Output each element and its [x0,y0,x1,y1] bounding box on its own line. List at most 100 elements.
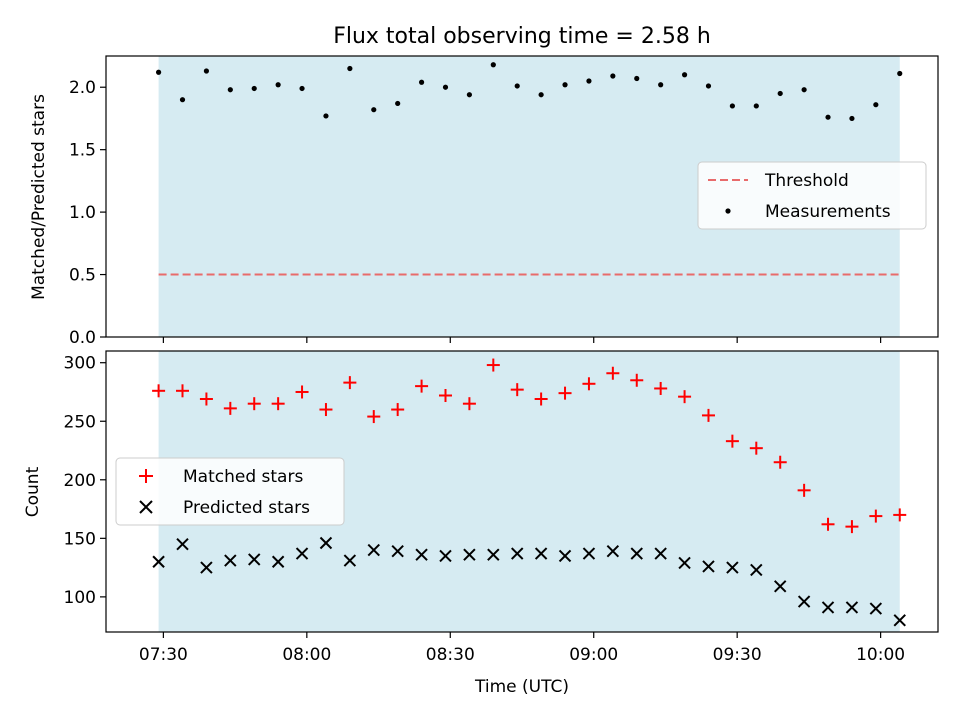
matched-stars-point [486,358,500,372]
xtick-label: 08:30 [426,645,475,665]
measurement-point [466,92,473,98]
matched-stars-point [271,397,285,411]
matched-stars-point [438,388,452,402]
predicted-stars-point [773,580,787,593]
matched-stars-point [606,366,620,380]
bottom-ytick-label: 150 [64,529,96,549]
matched-stars-point [821,517,835,531]
predicted-stars-point [630,547,643,560]
matched-stars-point [582,377,596,391]
matched-stars-point [893,508,907,522]
predicted-stars-point [295,547,309,560]
predicted-stars-point [678,556,691,570]
matched-stars-point [654,381,668,395]
predicted-stars-point [439,549,452,563]
bottom-axes-frame [105,350,939,633]
measurement-point [179,97,186,103]
top-legend-box [697,161,927,230]
predicted-stars-point [271,555,285,568]
matched-stars-point [152,384,166,398]
measurement-point [442,84,449,90]
predicted-stars-point [893,614,906,627]
measurement-point [395,100,401,107]
measurement-point [634,75,640,82]
measurement-point [873,102,879,108]
bottom-ytick-label: 200 [64,471,96,491]
measurement-point [418,79,425,85]
top-panel: 0.00.51.01.52.0 Matched/Predicted stars … [29,55,939,348]
measurement-point [299,85,305,92]
xtick-label: 09:00 [569,645,618,665]
legend-measurements-label: Measurements [765,202,891,222]
predicted-stars-point [797,595,811,608]
matched-stars-series [152,358,907,534]
measurement-point [586,78,592,84]
matched-stars-point [247,397,261,411]
chart-title: Flux total observing time = 2.58 h [333,24,711,49]
bottom-ylabel: Count [23,466,43,517]
matched-stars-point [797,483,811,497]
matched-stars-point [319,403,333,417]
predicted-stars-point [343,554,357,567]
predicted-stars-point [845,601,859,614]
bottom-ytick-label: 300 [64,354,96,374]
predicted-stars-point [726,561,739,574]
xtick-label: 09:30 [713,645,762,665]
measurement-point [371,107,377,113]
matched-stars-point [725,434,739,448]
xtick-label: 10:00 [856,645,905,665]
measurement-point [347,65,353,72]
x-axis-label: Time (UTC) [474,677,569,697]
measurement-point [705,83,712,89]
matched-stars-point [845,520,859,534]
predicted-stars-point [319,536,333,550]
matched-stars-point [749,441,763,455]
measurement-point [562,82,568,88]
predicted-stars-point [248,553,261,566]
measurement-point [897,70,903,77]
measurement-point [658,82,664,88]
predicted-stars-series [152,536,906,627]
measurement-point [801,87,807,93]
top-legend: Threshold Measurements [697,161,927,230]
matched-stars-point [391,403,405,417]
top-axes-frame [105,55,939,338]
legend-matched-swatch [139,469,153,483]
matched-stars-point [343,376,357,390]
xtick-label: 08:00 [282,645,331,665]
legend-threshold-label: Threshold [764,171,849,191]
matched-stars-point [367,410,381,424]
predicted-stars-point [702,560,715,573]
matched-stars-point [199,392,213,406]
predicted-stars-point [463,548,476,561]
bottom-legend-box [115,457,345,526]
measurement-point [490,62,496,68]
measurement-point [323,113,329,119]
measurements-series [155,62,903,122]
legend-predicted-swatch [139,500,153,514]
matched-stars-point [678,390,692,404]
matched-stars-point [773,455,787,469]
predicted-stars-point [750,563,763,577]
measurement-point [251,85,257,92]
matched-stars-point [630,373,644,387]
predicted-stars-point [200,561,213,574]
bottom-ytick-label: 100 [64,588,96,608]
predicted-stars-point [391,545,404,558]
measurement-point [514,83,520,89]
matched-stars-point [510,383,524,397]
predicted-stars-point [224,554,237,567]
predicted-stars-point [534,547,548,560]
measurement-point [155,69,162,75]
bottom-legend: Matched stars Predicted stars [115,457,345,526]
matched-stars-point [415,379,429,393]
predicted-stars-point [606,545,620,558]
predicted-stars-point [582,547,596,560]
matched-stars-point [295,385,309,399]
predicted-stars-point [558,549,572,563]
predicted-stars-point [654,547,667,560]
measurement-point [203,68,210,74]
predicted-stars-point [176,537,189,551]
measurement-point [227,87,233,93]
